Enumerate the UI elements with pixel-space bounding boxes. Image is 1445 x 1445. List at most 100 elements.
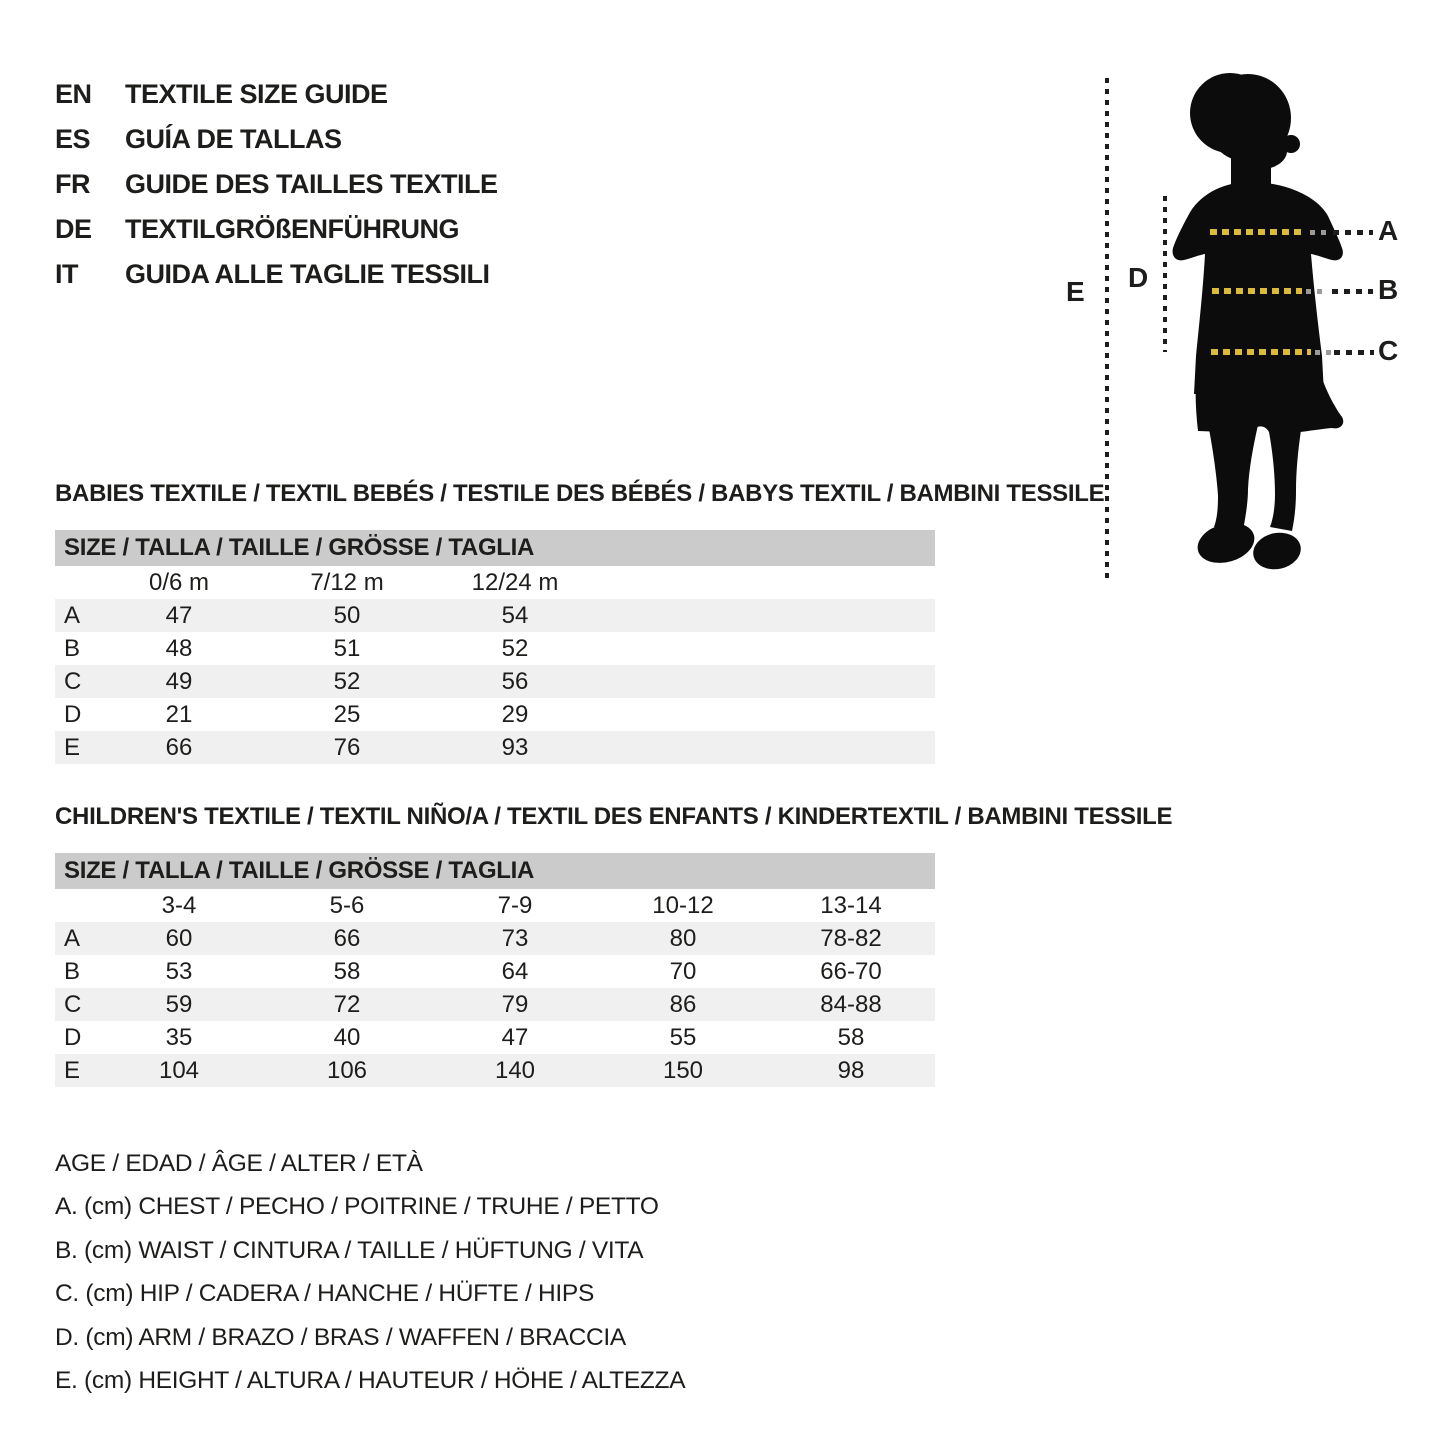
table-row: B 48 51 52 — [55, 632, 935, 665]
row-label: A — [64, 601, 81, 629]
table-cell: 66-70 — [820, 957, 882, 985]
table-cell: 35 — [165, 1023, 193, 1051]
language-row-de: DE TEXTILGRÖßENFÜHRUNG — [55, 207, 498, 252]
table-cell: 106 — [326, 1056, 368, 1084]
table-cell: 47 — [501, 1023, 529, 1051]
column-header: 0/6 m — [148, 568, 210, 596]
table-row: A 47 50 54 — [55, 599, 935, 632]
table-row: C 59 72 79 86 84-88 — [55, 988, 935, 1021]
row-label: E — [64, 1056, 81, 1084]
children-section-title: CHILDREN'S TEXTILE / TEXTIL NIÑO/A / TEX… — [55, 803, 1173, 830]
legend-line-hip: C. (cm) HIP / CADERA / HANCHE / HÜFTE / … — [55, 1280, 595, 1308]
language-title: GUÍA DE TALLAS — [125, 124, 342, 154]
table-row: C 49 52 56 — [55, 665, 935, 698]
table-cell: 56 — [501, 667, 529, 695]
table-cell: 50 — [333, 601, 361, 629]
column-header: 7-9 — [497, 891, 533, 919]
table-cell: 76 — [333, 733, 361, 761]
table-cell: 84-88 — [820, 990, 882, 1018]
measure-label-c: C — [1378, 335, 1399, 366]
language-code: EN — [55, 79, 92, 109]
table-cell: 66 — [333, 924, 361, 952]
table-cell: 86 — [669, 990, 697, 1018]
table-cell: 29 — [501, 700, 529, 728]
table-cell: 72 — [333, 990, 361, 1018]
table-cell: 79 — [501, 990, 529, 1018]
height-line-e — [1105, 78, 1109, 583]
hip-line-c-yellow — [1211, 349, 1311, 355]
language-row-it: IT GUIDA ALLE TAGLIE TESSILI — [55, 252, 498, 297]
table-cell: 21 — [165, 700, 193, 728]
row-label: C — [64, 990, 82, 1018]
language-code: ES — [55, 124, 91, 154]
row-label: A — [64, 924, 81, 952]
hip-line-c-dark — [1334, 350, 1374, 355]
table-row: B 53 58 64 70 66-70 — [55, 955, 935, 988]
table-cell: 58 — [333, 957, 361, 985]
legend-line-height: E. (cm) HEIGHT / ALTURA / HAUTEUR / HÖHE… — [55, 1367, 686, 1395]
table-cell: 73 — [501, 924, 529, 952]
row-label: C — [64, 667, 82, 695]
language-row-en: EN TEXTILE SIZE GUIDE — [55, 72, 498, 117]
table-cell: 54 — [501, 601, 529, 629]
table-cell: 49 — [165, 667, 193, 695]
language-title-block: EN TEXTILE SIZE GUIDE ES GUÍA DE TALLAS … — [55, 72, 498, 297]
measurement-legend: AGE / EDAD / ÂGE / ALTER / ETÀ A. (cm) C… — [55, 1142, 686, 1403]
language-title: TEXTILGRÖßENFÜHRUNG — [125, 214, 460, 244]
column-header: 7/12 m — [310, 568, 384, 596]
column-header: 12/24 m — [471, 568, 559, 596]
table-cell: 52 — [501, 634, 529, 662]
waist-line-b-yellow — [1212, 288, 1302, 294]
children-size-table: SIZE / TALLA / TAILLE / GRÖSSE / TAGLIA … — [55, 853, 935, 1087]
measure-label-e: E — [1066, 276, 1085, 307]
measure-label-a: A — [1378, 215, 1399, 246]
table-row: D 35 40 47 55 58 — [55, 1021, 935, 1054]
table-cell: 25 — [333, 700, 361, 728]
waist-line-b-fade — [1306, 289, 1328, 294]
legend-line-age: AGE / EDAD / ÂGE / ALTER / ETÀ — [55, 1149, 423, 1177]
table-cell: 78-82 — [820, 924, 882, 952]
waist-line-b-dark — [1332, 289, 1373, 294]
table-row: D 21 25 29 — [55, 698, 935, 731]
language-title: GUIDE DES TAILLES TEXTILE — [125, 169, 498, 199]
table-cell: 93 — [501, 733, 529, 761]
language-code: IT — [55, 259, 79, 289]
language-code: DE — [55, 214, 92, 244]
table-cell: 51 — [333, 634, 361, 662]
row-label: D — [64, 1023, 82, 1051]
table-cell: 58 — [837, 1023, 865, 1051]
babies-size-header-bar: SIZE / TALLA / TAILLE / GRÖSSE / TAGLIA — [55, 530, 935, 566]
table-row: E 104 106 140 150 98 — [55, 1054, 935, 1087]
table-cell: 140 — [494, 1056, 536, 1084]
children-size-header-bar: SIZE / TALLA / TAILLE / GRÖSSE / TAGLIA — [55, 853, 935, 889]
table-cell: 66 — [165, 733, 193, 761]
hip-line-c-fade — [1315, 350, 1331, 355]
table-cell: 80 — [669, 924, 697, 952]
legend-line-waist: B. (cm) WAIST / CINTURA / TAILLE / HÜFTU… — [55, 1236, 644, 1264]
table-cell: 60 — [165, 924, 193, 952]
row-label: D — [64, 700, 82, 728]
row-label: B — [64, 634, 81, 662]
column-header: 3-4 — [161, 891, 197, 919]
table-cell: 53 — [165, 957, 193, 985]
table-row: E 66 76 93 — [55, 731, 935, 764]
chest-line-a-dark — [1333, 230, 1373, 235]
children-column-header-row: 3-4 5-6 7-9 10-12 13-14 — [55, 889, 935, 922]
chest-line-a-fade — [1310, 230, 1330, 235]
babies-column-header-row: 0/6 m 7/12 m 12/24 m — [55, 566, 935, 599]
legend-line-chest: A. (cm) CHEST / PECHO / POITRINE / TRUHE… — [55, 1193, 659, 1221]
language-row-fr: FR GUIDE DES TAILLES TEXTILE — [55, 162, 498, 207]
babies-section-title: BABIES TEXTILE / TEXTIL BEBÉS / TESTILE … — [55, 480, 1105, 507]
table-cell: 64 — [501, 957, 529, 985]
arm-line-d — [1163, 196, 1167, 352]
table-cell: 55 — [669, 1023, 697, 1051]
chest-line-a-yellow — [1210, 229, 1306, 235]
table-cell: 52 — [333, 667, 361, 695]
table-cell: 47 — [165, 601, 193, 629]
table-cell: 98 — [837, 1056, 865, 1084]
language-row-es: ES GUÍA DE TALLAS — [55, 117, 498, 162]
row-label: B — [64, 957, 81, 985]
table-cell: 104 — [158, 1056, 200, 1084]
legend-line-arm: D. (cm) ARM / BRAZO / BRAS / WAFFEN / BR… — [55, 1323, 626, 1351]
row-label: E — [64, 733, 81, 761]
